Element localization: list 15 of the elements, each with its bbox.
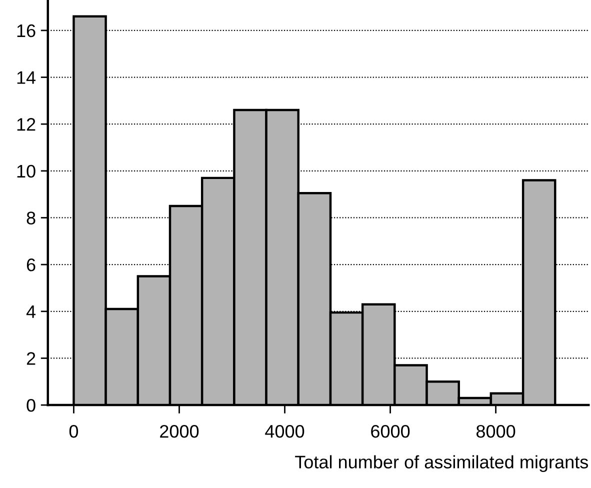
x-tick-label: 6000 bbox=[371, 424, 410, 438]
y-tick-label: 4 bbox=[26, 306, 36, 318]
y-tick-label: 6 bbox=[26, 258, 36, 272]
x-axis-title: Total number of assimilated migrants bbox=[295, 455, 588, 472]
y-tick-label: 0 bbox=[26, 398, 36, 412]
y-tick-label: 12 bbox=[17, 118, 36, 131]
x-tick-label: 4000 bbox=[265, 424, 304, 438]
y-tick-label: 10 bbox=[17, 164, 36, 178]
y-tick-label: 2 bbox=[26, 352, 36, 365]
x-tick-label: 2000 bbox=[160, 424, 199, 438]
y-tick-label: 16 bbox=[17, 24, 36, 38]
y-tick-label: 8 bbox=[26, 212, 36, 224]
x-tick-label: 0 bbox=[69, 424, 78, 438]
y-tick-label: 14 bbox=[17, 71, 36, 84]
x-tick-label: 8000 bbox=[476, 424, 516, 438]
